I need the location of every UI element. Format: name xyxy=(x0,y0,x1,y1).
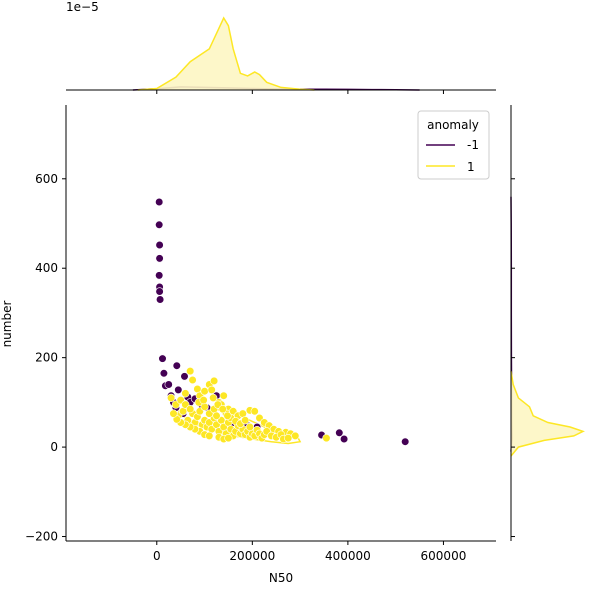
point-anomaly-neg1 xyxy=(164,380,173,389)
point-anomaly-neg1 xyxy=(155,254,164,263)
y-tick-label: −200 xyxy=(25,530,58,544)
top-marginal-offset-label: 1e−5 xyxy=(66,0,99,14)
point-anomaly-neg1 xyxy=(340,434,349,444)
point-anomaly-1 xyxy=(186,405,195,414)
right-marginal-ticks xyxy=(511,178,515,538)
point-anomaly-neg1 xyxy=(155,240,164,250)
point-anomaly-1 xyxy=(250,407,259,416)
legend-label-anomaly-1: 1 xyxy=(467,160,475,174)
x-tick-label: 400000 xyxy=(325,549,371,563)
y-tick-label: 400 xyxy=(35,261,58,275)
point-anomaly-1 xyxy=(207,385,216,395)
point-anomaly-1 xyxy=(188,375,197,385)
point-anomaly-neg1 xyxy=(174,385,183,395)
top-marginal-ticks xyxy=(156,90,444,94)
right-kde-line xyxy=(510,370,585,457)
point-anomaly-1 xyxy=(210,376,219,386)
point-anomaly-neg1 xyxy=(155,271,164,280)
point-anomaly-1 xyxy=(186,367,195,376)
x-tick-label: 200000 xyxy=(229,549,275,563)
point-anomaly-1 xyxy=(241,416,250,425)
legend-label-anomaly-neg1: -1 xyxy=(467,138,479,152)
legend: anomaly -1 1 xyxy=(417,110,490,180)
point-anomaly-neg1 xyxy=(180,372,189,381)
point-anomaly-neg1 xyxy=(172,361,181,370)
y-tick-label: 600 xyxy=(35,172,58,186)
point-anomaly-neg1 xyxy=(156,295,165,304)
point-anomaly-1 xyxy=(224,434,233,443)
x-axis-ticks: 0 200000 400000 600000 xyxy=(153,541,466,563)
x-tick-label: 0 xyxy=(153,549,161,563)
point-anomaly-neg1 xyxy=(335,428,344,437)
point-anomaly-1 xyxy=(291,431,300,441)
x-axis-label: N50 xyxy=(269,571,293,585)
right-kde-fill xyxy=(511,371,583,456)
point-anomaly-1 xyxy=(284,434,293,443)
point-anomaly-1 xyxy=(169,409,178,418)
point-anomaly-1 xyxy=(245,422,254,432)
top-kde-line xyxy=(137,16,315,91)
point-anomaly-neg1 xyxy=(155,197,164,207)
right-marginal-kde xyxy=(510,196,585,457)
y-tick-label: 0 xyxy=(50,440,58,454)
point-anomaly-1 xyxy=(200,387,209,396)
x-tick-label: 600000 xyxy=(421,549,467,563)
point-anomaly-1 xyxy=(219,391,228,400)
point-anomaly-1 xyxy=(212,411,221,420)
point-anomaly-1 xyxy=(322,434,331,443)
point-anomaly-neg1 xyxy=(158,354,167,363)
scatter-points xyxy=(155,197,410,446)
top-kde-fill xyxy=(137,18,315,90)
legend-title: anomaly xyxy=(427,118,479,132)
point-anomaly-neg1 xyxy=(155,287,164,296)
top-marginal-kde xyxy=(132,16,420,91)
point-anomaly-1 xyxy=(218,405,227,414)
point-anomaly-1 xyxy=(205,431,214,441)
point-anomaly-1 xyxy=(209,393,218,403)
y-tick-label: 200 xyxy=(35,351,58,365)
y-axis-label: number xyxy=(0,301,14,348)
point-anomaly-1 xyxy=(167,393,176,403)
point-anomaly-1 xyxy=(223,411,232,420)
point-anomaly-neg1 xyxy=(401,437,410,446)
point-anomaly-neg1 xyxy=(159,369,168,378)
point-anomaly-1 xyxy=(199,396,208,405)
point-anomaly-1 xyxy=(181,389,190,398)
point-anomaly-neg1 xyxy=(155,220,164,229)
y-axis-ticks: −200 0 200 400 600 xyxy=(25,172,66,544)
